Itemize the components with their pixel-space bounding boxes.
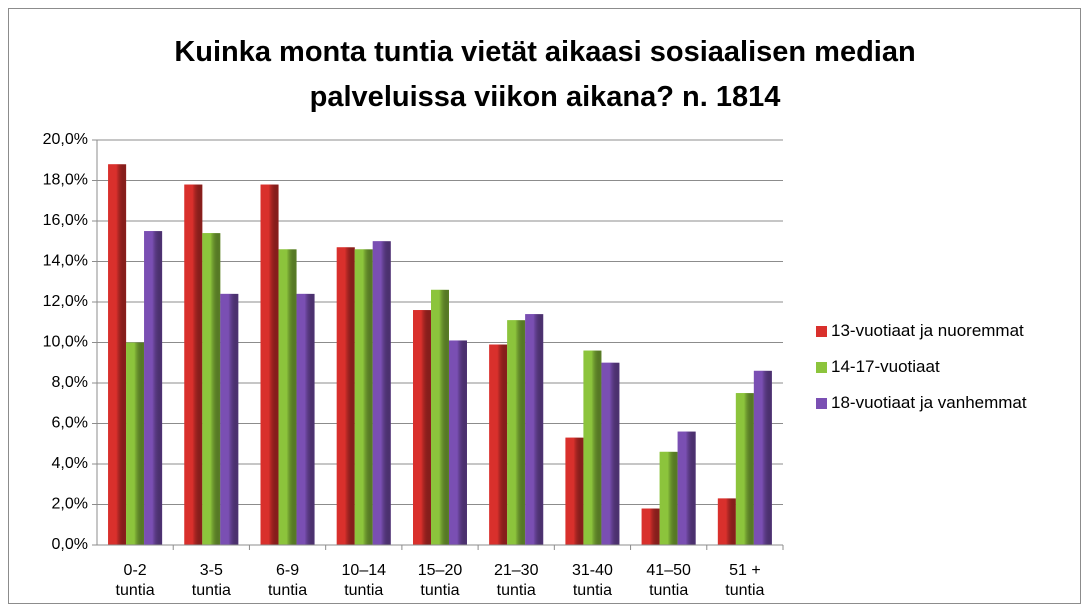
x-tick-label: 6-9 tuntia (267, 562, 308, 599)
bar-shade (507, 320, 526, 545)
bar-shade (659, 451, 678, 545)
bar-shade (336, 247, 355, 545)
legend-swatch (816, 361, 827, 373)
x-tick-label: 51 + tuntia (725, 562, 765, 599)
chart-frame (8, 8, 1081, 604)
bar-shade (278, 249, 297, 545)
y-tick-label: 0,0% (52, 536, 88, 553)
legend-item: 13-vuotiaat ja nuoremmat (816, 321, 1024, 341)
x-tick-label: 10–14 tuntia (341, 562, 387, 599)
y-tick-label: 4,0% (52, 455, 88, 472)
bar-shade (202, 233, 221, 545)
bar-shade (753, 370, 772, 545)
legend-item: 14-17-vuotiaat (816, 357, 940, 377)
bar-shade (431, 289, 449, 545)
bar-shade (717, 498, 736, 545)
bar-shade (144, 231, 163, 545)
bar-shade (184, 184, 203, 546)
legend-item: 18-vuotiaat ja vanhemmat (816, 393, 1027, 413)
y-tick-label: 8,0% (52, 374, 88, 391)
y-tick-label: 16,0% (43, 212, 88, 229)
bar-shade (525, 314, 544, 545)
x-tick-label: 3-5 tuntia (191, 562, 231, 599)
y-tick-label: 14,0% (43, 253, 88, 270)
bar-shade (565, 437, 584, 545)
bar-shade (641, 508, 660, 545)
bar-shade (220, 293, 239, 545)
y-tick-label: 6,0% (52, 415, 88, 432)
bar-shade (583, 350, 602, 545)
bar-shade (489, 344, 508, 545)
bar-shade (677, 431, 696, 545)
y-tick-label: 20,0% (43, 131, 88, 148)
x-tick-label: 21–30 tuntia (493, 562, 539, 599)
bar-shade (126, 342, 145, 545)
legend-label: 13-vuotiaat ja nuoremmat (831, 321, 1024, 340)
legend-swatch (816, 397, 827, 409)
x-tick-label: 0-2 tuntia (115, 562, 155, 599)
bar-shade (296, 293, 315, 545)
y-tick-label: 18,0% (43, 172, 88, 189)
legend-label: 18-vuotiaat ja vanhemmat (831, 393, 1027, 412)
y-tick-label: 12,0% (43, 293, 88, 310)
x-tick-label: 15–20 tuntia (417, 562, 463, 599)
y-tick-label: 2,0% (52, 496, 88, 513)
chart-title: Kuinka monta tuntia vietät aikaasi sosia… (174, 36, 916, 113)
x-tick-label: 31-40 tuntia (571, 562, 613, 599)
legend-label: 14-17-vuotiaat (831, 357, 940, 376)
legend-swatch (816, 325, 827, 337)
bar-shade (413, 310, 431, 545)
bar-shade (735, 393, 754, 545)
bar-shade (601, 362, 620, 545)
x-tick-label: 41–50 tuntia (646, 562, 691, 599)
bar-shade (354, 249, 373, 545)
y-tick-label: 10,0% (43, 334, 88, 351)
bar-shade (260, 184, 279, 546)
bar-shade (449, 340, 467, 545)
bar-shade (108, 164, 127, 546)
bar-shade (372, 241, 391, 545)
